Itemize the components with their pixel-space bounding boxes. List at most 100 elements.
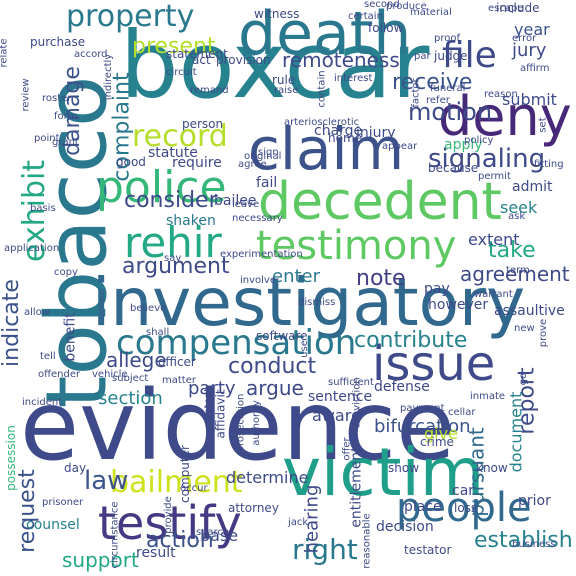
word-cloud-word: provide xyxy=(162,496,174,534)
word-cloud-word: policy xyxy=(464,135,494,146)
word-cloud-word: party xyxy=(188,378,236,399)
word-cloud-word: permit xyxy=(478,171,511,182)
word-cloud-word: sentence xyxy=(308,389,373,405)
word-cloud-word: prior xyxy=(518,493,551,509)
word-cloud-word: apply xyxy=(444,137,483,153)
word-cloud-word: claim xyxy=(248,115,405,183)
word-cloud-word: document xyxy=(506,391,526,473)
word-cloud-word: new xyxy=(514,323,535,334)
word-cloud-word: deny xyxy=(438,85,572,148)
word-cloud-word: business xyxy=(512,539,556,550)
word-cloud-word: say xyxy=(164,253,182,264)
word-cloud-word: contribute xyxy=(354,328,468,353)
word-cloud-word: because xyxy=(428,161,479,175)
word-cloud-word: proof xyxy=(434,33,460,44)
word-cloud-word: affidavit xyxy=(213,389,228,439)
word-cloud-word: rehir xyxy=(124,218,222,267)
word-cloud-word: jury xyxy=(512,40,547,61)
word-cloud-word: action xyxy=(146,528,214,553)
word-cloud-word: prisoner xyxy=(42,497,84,508)
word-cloud-word: extent xyxy=(468,230,520,249)
word-cloud-word: present xyxy=(132,34,216,59)
word-cloud-word: prove xyxy=(538,318,550,348)
word-cloud-word: purchase xyxy=(30,35,86,49)
word-cloud-word: material xyxy=(410,7,452,18)
word-cloud-word: term xyxy=(506,265,530,276)
word-cloud-word: good xyxy=(116,155,146,169)
word-cloud-word: bifurcation xyxy=(374,416,471,437)
word-cloud-word: software xyxy=(256,329,308,343)
word-cloud-word: consider xyxy=(124,188,218,213)
word-cloud-word: bailee xyxy=(214,193,257,209)
word-cloud-word: incident xyxy=(22,397,63,408)
word-cloud-word: support xyxy=(62,548,139,572)
word-cloud-word: determine xyxy=(226,468,309,487)
word-cloud-word: contain xyxy=(316,70,328,108)
word-cloud-word: testify xyxy=(98,496,242,550)
word-cloud-word: subject xyxy=(112,373,149,384)
word-cloud-word: conduct xyxy=(228,354,317,379)
word-cloud-word: however xyxy=(428,297,489,313)
word-cloud-word: remand xyxy=(190,85,229,96)
word-cloud-word: record xyxy=(132,119,228,154)
word-cloud-word: witness xyxy=(254,7,300,21)
word-cloud-word: go xyxy=(518,372,530,386)
word-cloud-word: content xyxy=(203,387,215,427)
word-cloud-word: pay xyxy=(424,281,450,297)
word-cloud-word: officer xyxy=(158,355,196,369)
word-cloud-word: enter xyxy=(272,266,321,287)
word-cloud-word: dismiss xyxy=(298,297,336,308)
word-cloud-word: interest xyxy=(334,73,373,84)
word-cloud-word: fail xyxy=(256,175,278,191)
word-cloud-word: payment xyxy=(400,403,445,414)
word-cloud-word: rule xyxy=(272,73,296,87)
word-cloud-word: certain xyxy=(348,11,383,22)
word-cloud-word: act xyxy=(192,53,211,67)
word-cloud-word: involve xyxy=(240,275,277,286)
word-cloud-word: injury xyxy=(356,125,396,141)
word-cloud-word: submit xyxy=(502,90,557,109)
word-cloud-word: remoteness xyxy=(282,48,400,72)
word-cloud-word: authority xyxy=(250,400,262,446)
word-cloud-word: loss xyxy=(454,501,478,515)
word-cloud-word: evidence xyxy=(20,370,456,482)
word-cloud-word: take xyxy=(488,238,536,263)
word-cloud-word: leave xyxy=(232,199,260,210)
word-cloud-word: property xyxy=(66,0,195,34)
word-cloud-word: warrant xyxy=(474,289,513,300)
word-cloud-word: statement xyxy=(166,47,228,61)
word-cloud-word: necessary xyxy=(232,213,283,224)
word-cloud-word: place xyxy=(404,499,442,515)
word-cloud-word: provision xyxy=(216,53,271,67)
word-cloud-word: request xyxy=(14,469,40,553)
word-cloud-word: cellar xyxy=(448,407,476,418)
word-cloud-word: signaling xyxy=(428,144,546,174)
word-cloud-word: car xyxy=(452,483,475,499)
word-cloud-word: boxcar xyxy=(120,12,430,119)
word-cloud-word: section xyxy=(98,388,163,409)
word-cloud-word: believe xyxy=(130,303,167,314)
word-cloud-word: argue xyxy=(246,376,304,400)
word-cloud-word: copy xyxy=(54,267,78,278)
word-cloud-word: sufficient xyxy=(328,377,374,388)
word-cloud-word: indirectly xyxy=(103,53,115,101)
word-cloud-word: shall xyxy=(146,327,170,338)
word-cloud-word: matter xyxy=(162,375,196,386)
word-cloud-word: point xyxy=(34,133,60,144)
word-cloud-word: assaultive xyxy=(494,303,565,319)
word-cloud-word: statute xyxy=(148,145,198,161)
word-cloud-word: circumstance xyxy=(109,501,121,569)
word-cloud-word: refer xyxy=(426,95,450,106)
word-cloud-word: establish xyxy=(474,528,573,553)
word-cloud-word: use xyxy=(298,340,310,358)
word-cloud-word: second xyxy=(364,0,400,10)
word-cloud-word: jack xyxy=(288,517,309,528)
word-cloud-word: roster xyxy=(42,93,72,104)
word-cloud-word: base xyxy=(200,526,239,545)
word-cloud-word: judge xyxy=(434,49,468,63)
word-cloud-word: basis xyxy=(30,203,56,214)
word-cloud-word: issue xyxy=(372,336,496,392)
word-cloud-word: investigatory xyxy=(92,264,526,341)
word-cloud-word: inmate xyxy=(470,391,506,402)
word-cloud-word: police xyxy=(96,162,227,213)
